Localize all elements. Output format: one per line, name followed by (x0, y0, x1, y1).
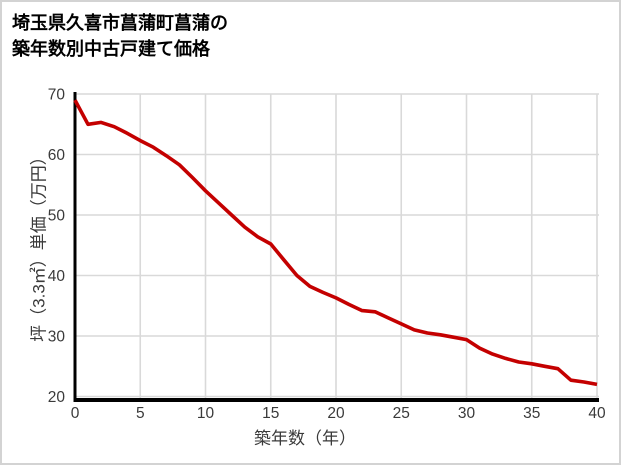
x-tick-label: 5 (136, 405, 145, 422)
x-tick-label: 10 (197, 405, 215, 422)
y-tick-label: 20 (48, 389, 66, 406)
y-tick-label: 40 (48, 268, 66, 285)
y-tick-label: 30 (48, 329, 66, 346)
chart-title-line-1: 埼玉県久喜市菖蒲町菖蒲の (12, 13, 228, 33)
chart-title: 埼玉県久喜市菖蒲町菖蒲の 築年数別中古戸建て価格 (12, 10, 228, 62)
x-tick-labels: 0 5 10 15 20 25 30 35 40 (71, 405, 606, 422)
y-tick-label: 60 (48, 147, 66, 164)
y-tick-label: 50 (48, 208, 66, 225)
y-tick-label: 70 (48, 87, 66, 104)
x-tick-label: 40 (588, 405, 606, 422)
y-axis-title: 坪（3.3㎡）単価（万円） (29, 148, 49, 342)
grid-lines (75, 93, 599, 399)
price-line-group (73, 99, 598, 387)
price-line (73, 99, 598, 387)
x-tick-label: 30 (458, 405, 476, 422)
x-axis-title: 築年数（年） (254, 429, 356, 448)
x-tick-label: 0 (71, 405, 80, 422)
x-tick-label: 35 (523, 405, 540, 422)
y-tick-labels: 20 30 40 50 60 70 (48, 87, 66, 407)
x-tick-label: 20 (327, 405, 345, 422)
chart-title-line-2: 築年数別中古戸建て価格 (12, 39, 210, 59)
x-tick-label: 25 (393, 405, 410, 422)
axes (73, 92, 599, 402)
x-tick-label: 15 (262, 405, 279, 422)
